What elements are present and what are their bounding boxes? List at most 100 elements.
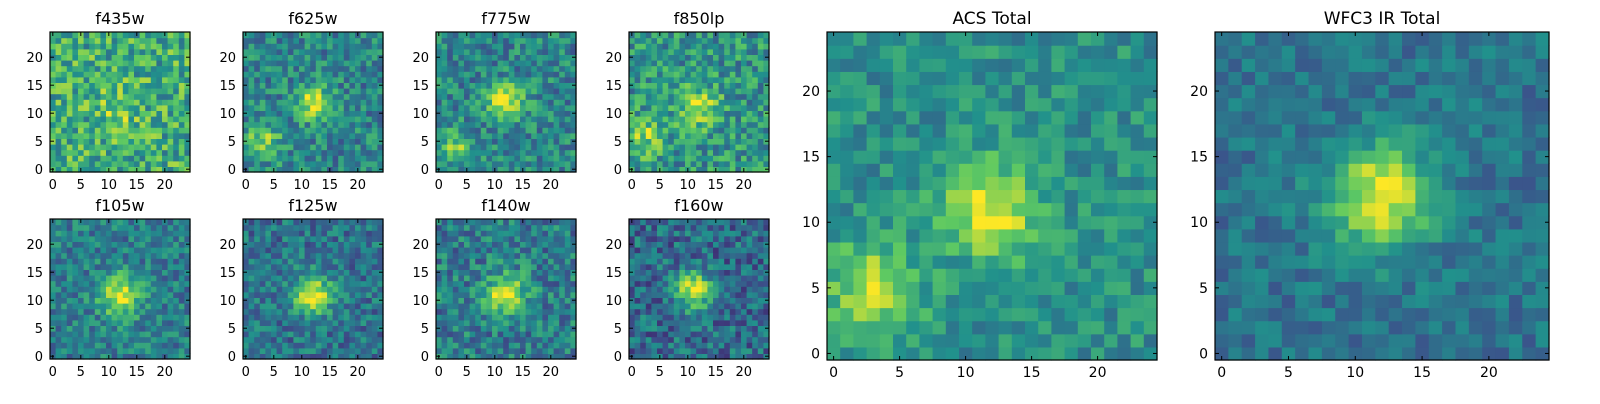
- heatmap-cell: [84, 88, 90, 94]
- heatmap-cell: [254, 236, 260, 242]
- heatmap-cell: [514, 94, 520, 100]
- heatmap-cell: [719, 155, 725, 161]
- heatmap-cell: [265, 292, 271, 298]
- heatmap-cell: [554, 264, 560, 270]
- heatmap-cell: [735, 297, 741, 303]
- heatmap-cell: [458, 110, 464, 116]
- heatmap-cell: [752, 331, 758, 337]
- heatmap-cell: [520, 286, 526, 292]
- heatmap-cell: [747, 286, 753, 292]
- heatmap-cell: [752, 337, 758, 343]
- heatmap-cell: [719, 82, 725, 88]
- heatmap-cell: [349, 258, 355, 264]
- heatmap-cell: [78, 138, 84, 144]
- heatmap-cell: [151, 314, 157, 320]
- heatmap-cell: [128, 161, 134, 167]
- heatmap-cell: [657, 82, 663, 88]
- heatmap-cell: [288, 32, 294, 38]
- heatmap-cell: [735, 342, 741, 348]
- x-tick-label: 5: [656, 178, 664, 193]
- heatmap-cell: [156, 303, 162, 309]
- heatmap-cell: [288, 275, 294, 281]
- heatmap-cell: [526, 348, 532, 354]
- heatmap-cell: [277, 348, 283, 354]
- heatmap-cell: [646, 105, 652, 111]
- heatmap-cell: [338, 122, 344, 128]
- heatmap-cell: [674, 292, 680, 298]
- heatmap-cell: [117, 71, 123, 77]
- heatmap-cell: [458, 155, 464, 161]
- heatmap-cell: [299, 60, 305, 66]
- heatmap-cell: [310, 286, 316, 292]
- heatmap-cell: [254, 253, 260, 259]
- heatmap-cell: [333, 253, 339, 259]
- heatmap-cell: [514, 241, 520, 247]
- heatmap-cell: [542, 325, 548, 331]
- heatmap-cell: [707, 331, 713, 337]
- heatmap-cell: [338, 88, 344, 94]
- heatmap-cell: [173, 286, 179, 292]
- heatmap-cell: [372, 71, 378, 77]
- heatmap-cell: [741, 77, 747, 83]
- heatmap-cell: [282, 155, 288, 161]
- heatmap-cell: [458, 230, 464, 236]
- heatmap-cell: [106, 110, 112, 116]
- heatmap-cell: [361, 161, 367, 167]
- heatmap-cell: [327, 230, 333, 236]
- heatmap-cell: [249, 71, 255, 77]
- heatmap-cell: [657, 331, 663, 337]
- heatmap-cell: [117, 264, 123, 270]
- heatmap-cell: [249, 122, 255, 128]
- heatmap-cell: [470, 292, 476, 298]
- heatmap-cell: [349, 331, 355, 337]
- heatmap-cell: [752, 82, 758, 88]
- heatmap-cell: [640, 314, 646, 320]
- heatmap-cell: [243, 127, 249, 133]
- heatmap-cell: [470, 342, 476, 348]
- heatmap-cell: [95, 297, 101, 303]
- heatmap-cell: [629, 66, 635, 72]
- heatmap-cell: [453, 138, 459, 144]
- heatmap-cell: [316, 138, 322, 144]
- heatmap-cell: [537, 303, 543, 309]
- heatmap-cell: [679, 138, 685, 144]
- heatmap-cell: [349, 88, 355, 94]
- heatmap-cell: [509, 138, 515, 144]
- heatmap-cell: [78, 150, 84, 156]
- x-tick-label: 0: [435, 365, 443, 380]
- heatmap-cell: [758, 99, 764, 105]
- heatmap-cell: [674, 303, 680, 309]
- heatmap-cell: [447, 236, 453, 242]
- heatmap-cell: [635, 77, 641, 83]
- heatmap-cell: [84, 77, 90, 83]
- heatmap-cell: [100, 88, 106, 94]
- heatmap-cell: [668, 99, 674, 105]
- heatmap-cell: [679, 161, 685, 167]
- heatmap-cell: [657, 292, 663, 298]
- heatmap-cell: [56, 325, 62, 331]
- heatmap-cell: [696, 150, 702, 156]
- heatmap-cell: [646, 144, 652, 150]
- heatmap-cell: [305, 225, 311, 231]
- heatmap-cell: [288, 133, 294, 139]
- heatmap-cell: [730, 88, 736, 94]
- heatmap-cell: [498, 82, 504, 88]
- heatmap-cell: [117, 320, 123, 326]
- heatmap-cell: [243, 348, 249, 354]
- heatmap-cell: [707, 77, 713, 83]
- heatmap-cell: [366, 99, 372, 105]
- heatmap-cell: [520, 230, 526, 236]
- heatmap-cell: [559, 258, 565, 264]
- heatmap-cell: [249, 342, 255, 348]
- heatmap-cell: [730, 281, 736, 287]
- heatmap-cell: [503, 325, 509, 331]
- heatmap-cell: [344, 331, 350, 337]
- heatmap-cell: [442, 105, 448, 111]
- heatmap-cell: [349, 320, 355, 326]
- heatmap-cell: [475, 82, 481, 88]
- heatmap-cell: [173, 32, 179, 38]
- heatmap-cell: [293, 66, 299, 72]
- heatmap-cell: [316, 286, 322, 292]
- heatmap-cell: [685, 133, 691, 139]
- heatmap-cell: [554, 225, 560, 231]
